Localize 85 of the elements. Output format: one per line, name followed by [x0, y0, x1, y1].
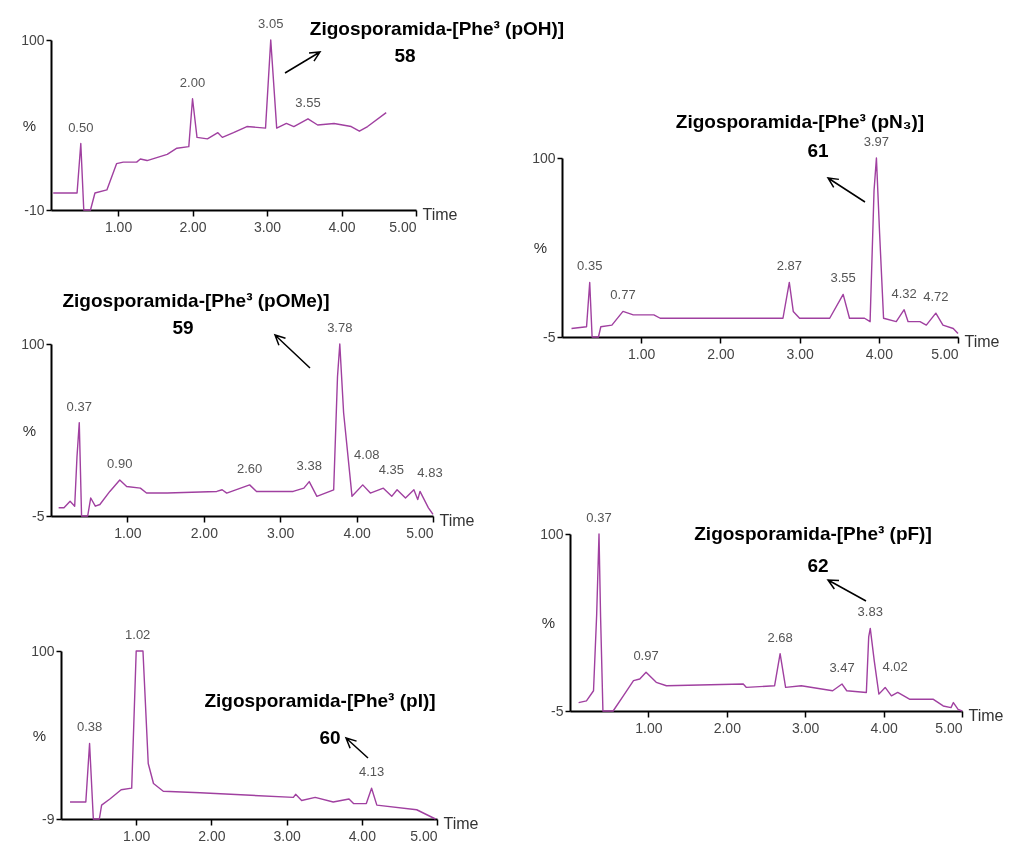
- annotation: 2.60: [236, 460, 263, 476]
- chart-title: Zigosporamida-[Phe³ (pN₃)]: [675, 111, 925, 132]
- x-tick-label: 5.00: [935, 719, 963, 736]
- x-tick-label: 3.00: [273, 827, 301, 843]
- annotation: 0.90: [107, 455, 133, 471]
- annotation: 3.55: [295, 94, 321, 110]
- x-tick-label: 4.00: [348, 827, 377, 843]
- x-tick-label: 2.00: [198, 827, 226, 843]
- x-tick-label: 4.00: [343, 524, 371, 541]
- annotation: 3.78: [327, 320, 353, 335]
- x-axis-title: Time: [439, 511, 475, 529]
- annotation: 3.05: [258, 16, 284, 31]
- x-tick-label: 4.00: [870, 719, 898, 736]
- chart-title: Zigosporamida-[Phe³ (pOH)]: [309, 18, 565, 39]
- x-tick-label: 1.00: [635, 719, 663, 736]
- annotation: 3.47: [829, 660, 855, 676]
- annotation: 3.83: [857, 604, 883, 620]
- x-tick-label: 3.00: [267, 524, 295, 541]
- annotation: 0.77: [610, 287, 636, 303]
- annotation: 0.35: [577, 258, 603, 274]
- x-tick-label: 3.00: [253, 218, 282, 235]
- x-tick-label: 2.00: [713, 719, 742, 736]
- y-tick-label: -5: [543, 328, 556, 345]
- chart-title: Zigosporamida-[Phe³ (pOMe)]: [62, 290, 330, 311]
- x-axis-title: Time: [964, 332, 1000, 350]
- y-tick-label: -9: [42, 810, 55, 827]
- x-tick-label: 5.00: [406, 524, 434, 541]
- y-tick-label: -10: [24, 201, 45, 218]
- annotation: 4.72: [923, 289, 949, 305]
- x-tick-label: 3.00: [786, 345, 814, 362]
- annotation: 0.97: [633, 648, 659, 664]
- annotation: 3.38: [296, 457, 322, 473]
- x-tick-label: 2.00: [179, 218, 207, 235]
- annotation: 4.32: [891, 285, 917, 301]
- annotation: 4.08: [354, 446, 380, 462]
- x-axis-title: Time: [443, 814, 479, 832]
- text: 62: [807, 555, 829, 576]
- y-tick-label: -5: [551, 702, 564, 719]
- line-series: [69, 650, 437, 820]
- chart-subtitle: 61: [807, 140, 829, 161]
- line-series: [570, 157, 959, 338]
- x-tick-label: 4.00: [328, 218, 356, 235]
- x-tick-label: 5.00: [389, 218, 417, 235]
- x-tick-label: 4.00: [865, 345, 894, 362]
- y-axis-title: %: [32, 726, 47, 744]
- x-tick-label: 1.00: [123, 827, 151, 843]
- y-tick-label: 100: [21, 31, 45, 48]
- y-axis-title: %: [22, 421, 37, 439]
- x-tick-label: 5.00: [410, 827, 438, 843]
- x-tick-label: 5.00: [931, 345, 959, 362]
- x-tick-label: 1.00: [104, 218, 133, 235]
- annotation: 0.38: [76, 719, 103, 735]
- y-tick-label: -5: [32, 507, 45, 524]
- x-axis-title: Time: [422, 205, 458, 223]
- annotation: 4.83: [417, 465, 443, 481]
- annotation: 2.68: [767, 629, 793, 645]
- annotation: 4.02: [882, 659, 908, 675]
- annotation: 3.97: [863, 134, 890, 149]
- y-axis-title: %: [533, 239, 548, 256]
- y-axis-title: %: [22, 116, 37, 134]
- x-tick-label: 1.00: [628, 345, 656, 362]
- annotation: 4.35: [378, 462, 404, 478]
- x-axis-title: Time: [968, 706, 1004, 724]
- annotation: 3.55: [830, 270, 856, 286]
- chart-subtitle: 58: [394, 45, 416, 66]
- annotation: 1.02: [125, 627, 151, 642]
- annotation: 0.37: [66, 398, 92, 414]
- text: Zigosporamida-[Phe³ (pI)]: [204, 690, 436, 711]
- annotation: 4.13: [358, 764, 385, 780]
- y-tick-label: 100: [21, 335, 45, 352]
- y-tick-label: 100: [532, 149, 556, 166]
- annotation: 2.00: [179, 74, 206, 90]
- annotation: 2.87: [776, 258, 802, 274]
- x-tick-label: 3.00: [792, 719, 820, 736]
- chart-title: Zigosporamida-[Phe³ (pF)]: [694, 523, 932, 544]
- x-tick-label: 1.00: [114, 524, 142, 541]
- chart-subtitle: 59: [172, 317, 194, 338]
- y-tick-label: 100: [31, 642, 55, 659]
- text: 60: [319, 727, 341, 748]
- y-tick-label: 100: [540, 525, 564, 542]
- x-tick-label: 2.00: [707, 345, 735, 362]
- x-tick-label: 2.00: [190, 524, 219, 541]
- y-axis-title: %: [541, 614, 556, 631]
- annotation: 0.50: [68, 119, 94, 135]
- annotation: 0.37: [586, 510, 612, 525]
